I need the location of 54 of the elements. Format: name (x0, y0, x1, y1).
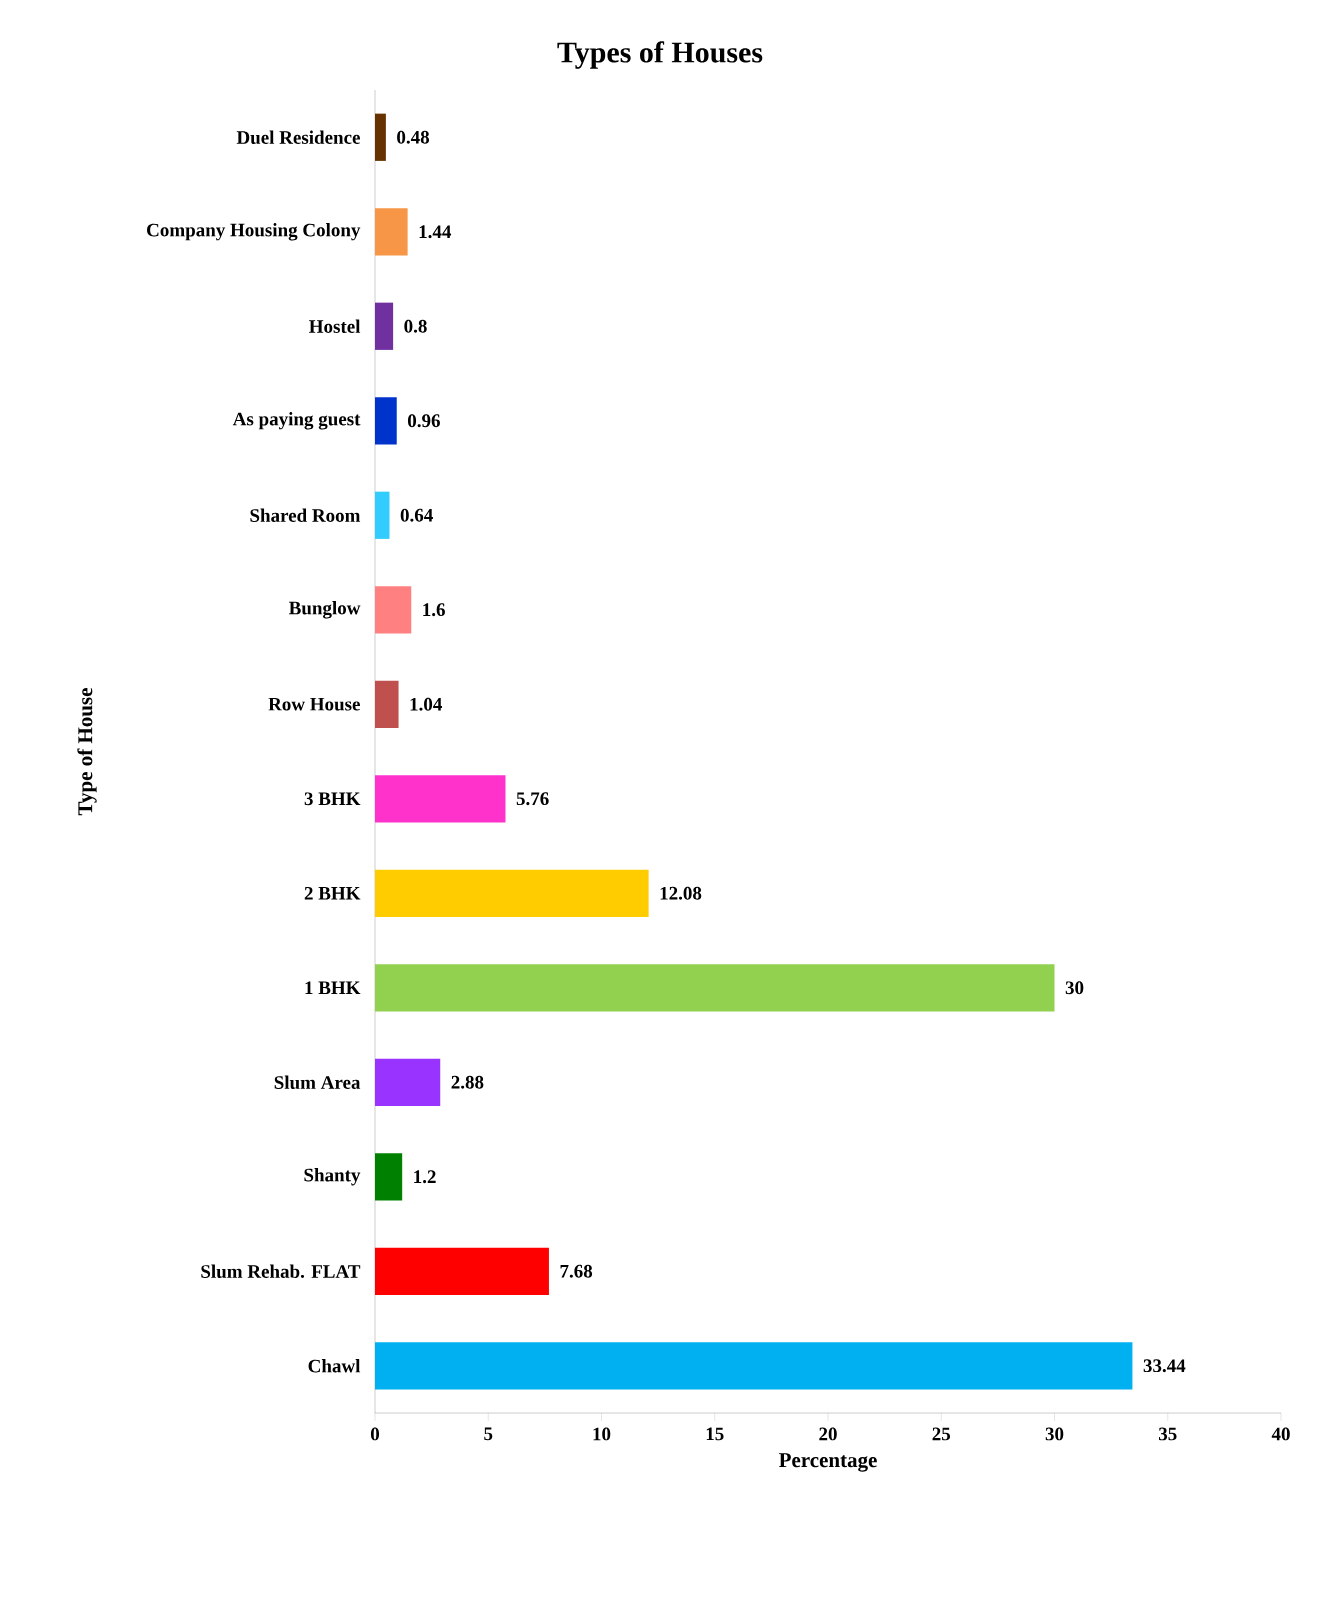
data-label: 0.96 (408, 414, 440, 428)
y-tick-label: Bunglow (288, 601, 361, 619)
y-tick-label: Duel Residence (236, 130, 360, 144)
x-tick-label: 25 (932, 1427, 951, 1441)
data-label: 1.44 (419, 225, 452, 239)
x-tick-label: 5 (484, 1427, 493, 1441)
bar (375, 680, 399, 728)
y-tick-label: 3 BHK (304, 792, 361, 806)
y-tick-label: 2 BHK (304, 886, 361, 900)
bar (375, 1247, 549, 1295)
bar (375, 1342, 1133, 1390)
y-tick-label: Hostel (309, 319, 361, 333)
y-tick-label: Shanty (304, 1168, 361, 1186)
y-tick-label: Company Housing Colony (147, 223, 361, 241)
x-tick-label: 15 (706, 1427, 724, 1441)
data-label: 5.76 (516, 792, 549, 806)
data-label: 1.6 (423, 603, 445, 617)
data-label: 7.68 (560, 1264, 593, 1278)
y-tick-label: Row House (268, 697, 360, 711)
y-axis-title: Type of House (77, 688, 97, 816)
y-tick-label: Slum Rehab. FLAT (201, 1264, 361, 1278)
x-tick-label: 0 (370, 1427, 380, 1441)
x-tick-label: 35 (1158, 1427, 1177, 1441)
data-label: 0.8 (404, 319, 427, 333)
bar (375, 208, 408, 256)
y-tick-label: 1 BHK (305, 981, 361, 995)
bar (375, 302, 394, 350)
bar (375, 775, 506, 823)
data-label: 12.08 (660, 886, 702, 900)
x-tick-label: 40 (1271, 1427, 1290, 1441)
x-tick-label: 30 (1045, 1427, 1064, 1441)
bar (375, 1058, 441, 1106)
bar (375, 586, 412, 634)
y-tick-label: Chawl (308, 1359, 361, 1373)
chart-title: Types of Houses (557, 41, 763, 69)
bar (375, 491, 390, 539)
data-label: 33.44 (1143, 1359, 1186, 1373)
bar (375, 1153, 403, 1201)
bar (375, 397, 397, 445)
x-tick-label: 10 (593, 1427, 611, 1441)
data-label: 1.2 (414, 1170, 436, 1184)
bar (375, 964, 1055, 1012)
bar (375, 113, 386, 161)
x-axis-title: Percentage (779, 1453, 877, 1472)
y-tick-label: Shared Room (250, 508, 361, 522)
data-label: 0.64 (400, 508, 433, 522)
data-label: 30 (1065, 981, 1084, 995)
y-tick-label: As paying guest (232, 412, 361, 430)
data-label: 2.88 (451, 1075, 484, 1089)
data-label: 0.48 (397, 130, 430, 144)
data-label: 1.04 (410, 697, 442, 711)
x-tick-label: 20 (819, 1427, 837, 1441)
bar (375, 869, 649, 917)
y-tick-label: Slum Area (274, 1075, 361, 1089)
